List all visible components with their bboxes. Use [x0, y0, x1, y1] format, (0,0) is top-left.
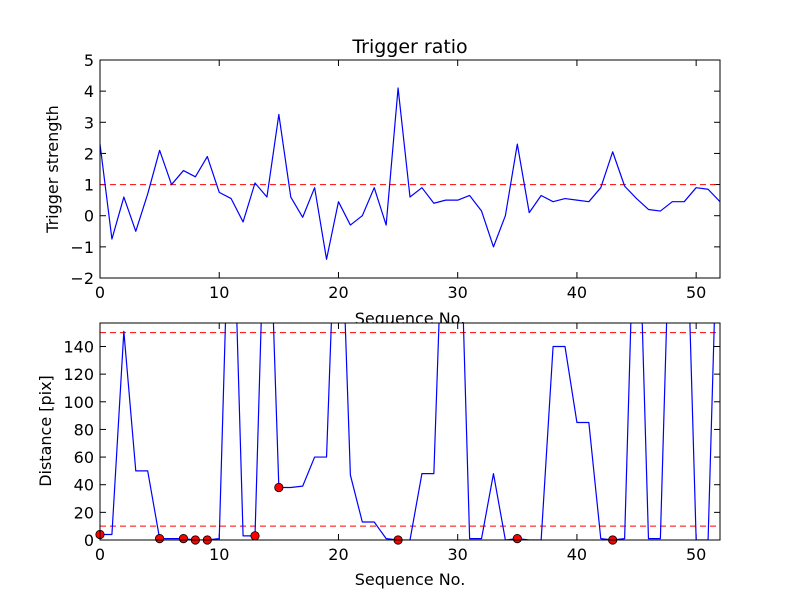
top-plot-area	[100, 60, 720, 278]
top-ytick-label: −2	[70, 269, 94, 288]
bottom-xtick-label: 30	[448, 545, 468, 564]
top-ytick-label: 0	[84, 207, 94, 226]
bottom-plot-frame	[99, 322, 721, 541]
bottom-ytick-label: 40	[74, 476, 94, 495]
top-ytick-label: −1	[70, 238, 94, 257]
top-ytick-label: 2	[84, 144, 94, 163]
top-axis-ticks: 0 10 20 30 40 50 −2 −1 0 1 2 3 4 5	[70, 51, 720, 302]
bottom-ytick-label: 120	[63, 365, 94, 384]
bottom-ytick-label: 60	[74, 448, 94, 467]
bottom-x-axis-label: Sequence No.	[355, 570, 466, 589]
bottom-ytick-label: 0	[84, 531, 94, 550]
top-xtick-label: 50	[686, 283, 706, 302]
bottom-threshold-layer	[100, 332, 720, 527]
top-ytick-label: 1	[84, 176, 94, 195]
top-series-line	[100, 87, 720, 260]
top-series-layer	[100, 87, 720, 260]
bottom-xtick-label: 0	[95, 545, 105, 564]
top-ytick-label: 3	[84, 113, 94, 132]
bottom-plot-area	[100, 323, 720, 540]
top-xtick-label: 0	[95, 283, 105, 302]
bottom-marker-point	[250, 531, 260, 541]
bottom-axis-ticks: 0 10 20 30 40 50 0 20 40 60 80 100 120 140	[63, 323, 720, 564]
bottom-y-axis-label: Distance [pix]	[36, 375, 55, 487]
top-xtick-label: 30	[448, 283, 468, 302]
top-xtick-label: 40	[567, 283, 587, 302]
bottom-ytick-label: 80	[74, 420, 94, 439]
bottom-marker-point	[274, 482, 284, 493]
top-ytick-label: 4	[84, 82, 94, 101]
top-xtick-label: 10	[209, 283, 229, 302]
bottom-xtick-label: 20	[328, 545, 348, 564]
top-ytick-label: 5	[84, 51, 94, 70]
bottom-chart: 0 10 20 30 40 50 0 20 40 60 80 100 120 140 Sequence N…	[36, 322, 721, 589]
top-chart-title: Trigger ratio	[351, 36, 467, 58]
bottom-xtick-label: 40	[567, 545, 587, 564]
top-xtick-label: 20	[328, 283, 348, 302]
bottom-ytick-label: 100	[63, 393, 94, 412]
bottom-xtick-label: 10	[209, 545, 229, 564]
bottom-xtick-label: 50	[686, 545, 706, 564]
bottom-marker-point	[178, 534, 189, 544]
top-y-axis-label: Trigger strength	[43, 105, 62, 234]
bottom-ytick-label: 20	[74, 503, 94, 522]
bottom-marker-point	[155, 534, 165, 544]
bottom-ytick-label: 140	[63, 337, 94, 356]
top-plot-frame	[99, 59, 721, 279]
bottom-marker-point	[512, 534, 522, 544]
